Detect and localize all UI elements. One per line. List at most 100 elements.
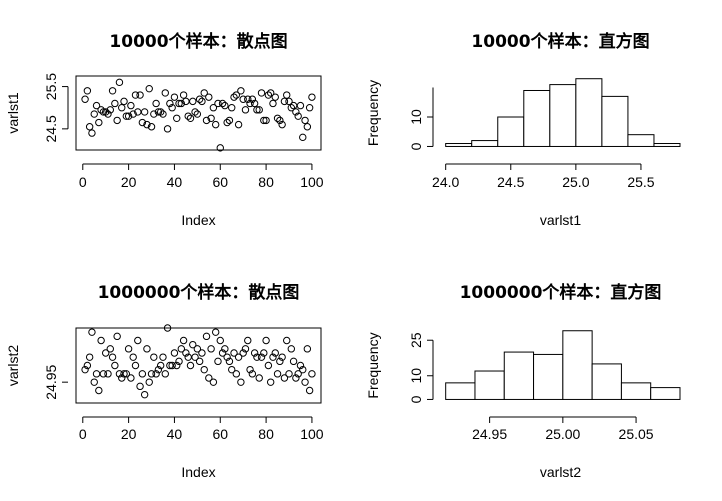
data-point [131, 91, 140, 99]
data-point [154, 365, 163, 374]
histogram-bar [497, 116, 525, 147]
data-point [246, 365, 254, 374]
data-point [257, 353, 266, 361]
data-point [232, 370, 241, 378]
x-tick-label: 25.5 [627, 174, 654, 190]
data-point [223, 353, 231, 361]
x-tick-label: 60 [212, 426, 228, 442]
data-point [179, 336, 188, 345]
data-point [170, 93, 179, 101]
data-point [271, 349, 279, 357]
data-point [296, 101, 305, 110]
data-point [143, 345, 151, 353]
data-point [276, 116, 284, 125]
data-point [257, 89, 266, 97]
data-point [299, 365, 307, 374]
data-point [248, 370, 257, 378]
x-tick-label: 100 [300, 426, 324, 442]
data-point [301, 378, 309, 386]
data-point [168, 361, 176, 370]
data-point [186, 361, 195, 370]
y-tick-label: 10 [408, 368, 424, 384]
chart-panel-1: 10000个样本：散点图 0 20 40 60 80 100 Index 24.5 25.5 var… [5, 31, 324, 228]
y-axis-label: varlst1 [5, 92, 21, 133]
data-point [134, 336, 142, 345]
data-point [289, 357, 298, 366]
chart-panel-3: 1000000个样本：散点图 0 20 40 60 80 100 Index 24.95 varl… [5, 282, 324, 480]
x-tick-label: 24.0 [432, 174, 459, 190]
data-point [221, 101, 229, 110]
plot-frame [75, 327, 322, 404]
chart-title: 10000个样本：散点图 [109, 31, 287, 52]
y-tick-label: 24.95 [43, 364, 59, 399]
data-point [230, 93, 238, 101]
data-point [308, 93, 316, 101]
y-tick-label: 0 [408, 142, 424, 150]
data-point [305, 104, 314, 112]
data-point [161, 89, 169, 97]
data-point [280, 97, 289, 106]
data-point [83, 361, 92, 370]
data-point [276, 357, 284, 366]
data-point [202, 116, 211, 125]
data-point [81, 365, 89, 374]
data-point [115, 78, 124, 87]
data-point [104, 370, 112, 378]
data-point [122, 370, 131, 378]
data-point [296, 361, 305, 370]
histogram-bar [562, 330, 593, 400]
data-point [264, 91, 273, 99]
data-point [280, 374, 289, 382]
histogram-bar [620, 382, 652, 400]
data-point [207, 345, 215, 353]
data-point [207, 114, 215, 122]
data-point [253, 353, 261, 361]
y-tick-label: 0 [408, 395, 424, 403]
plot-frame [75, 75, 322, 151]
data-point [211, 328, 220, 336]
data-point [147, 123, 156, 131]
data-point [136, 91, 144, 99]
data-point [156, 108, 165, 116]
data-point [287, 345, 296, 353]
data-point [159, 353, 167, 361]
data-point [99, 370, 108, 378]
data-point [285, 370, 293, 378]
chart-panel-2: 10000个样本：直方图 24.0 24.5 25.0 25.5 varlst1 0 10 Fr… [365, 31, 681, 228]
chart-title: 1000000个样本：直方图 [460, 282, 662, 303]
data-point [150, 353, 158, 361]
x-tick-label: 25.00 [545, 426, 580, 442]
chart-title: 1000000个样本：散点图 [98, 282, 300, 303]
data-point [191, 353, 199, 361]
data-point [108, 87, 117, 95]
histogram-bar [653, 143, 681, 147]
data-point [113, 116, 121, 125]
data-point [292, 108, 300, 116]
x-tick-label: 40 [167, 426, 183, 442]
data-point [264, 361, 273, 370]
data-point [200, 89, 208, 97]
data-point [241, 106, 250, 114]
data-point [255, 374, 263, 382]
data-point [278, 120, 286, 129]
x-axis-label: varlst1 [540, 212, 581, 228]
y-tick-label: 25.5 [43, 73, 59, 100]
histogram-bar [445, 382, 476, 400]
y-axis-label: Frequency [365, 332, 381, 398]
data-point [214, 357, 222, 366]
x-tick-label: 40 [167, 174, 183, 190]
data-point [145, 84, 153, 93]
x-tick-label: 0 [79, 426, 87, 442]
data-point [193, 345, 202, 353]
data-point [278, 353, 286, 361]
data-point [173, 114, 181, 122]
data-point [303, 123, 312, 131]
data-point [299, 133, 307, 142]
data-point [248, 95, 257, 103]
data-point [225, 116, 234, 125]
data-point [147, 370, 156, 378]
data-point [195, 95, 204, 103]
data-point [285, 97, 293, 106]
data-point [173, 361, 181, 370]
data-point [118, 374, 126, 382]
